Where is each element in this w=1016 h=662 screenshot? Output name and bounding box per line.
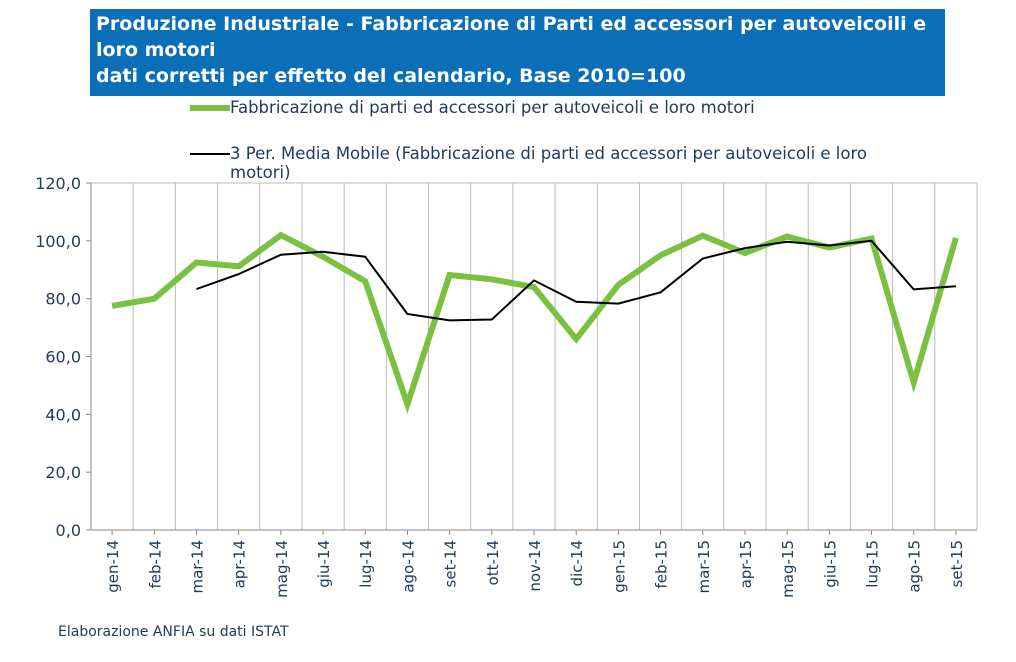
chart-title-line-3: dati corretti per effetto del calendario… bbox=[96, 65, 686, 87]
y-tick-label: 120,0 bbox=[35, 174, 81, 193]
y-tick-label: 80,0 bbox=[45, 290, 81, 309]
chart-title: Produzione Industriale - Fabbricazione d… bbox=[90, 9, 945, 96]
x-tick-label: set-15 bbox=[948, 540, 966, 587]
y-tick-label: 40,0 bbox=[45, 405, 81, 424]
legend-item-production: Fabbricazione di parti ed accessori per … bbox=[190, 98, 930, 117]
y-tick-label: 20,0 bbox=[45, 463, 81, 482]
x-tick-label: lug-14 bbox=[357, 540, 375, 588]
legend-label-moving-average: 3 Per. Media Mobile (Fabbricazione di pa… bbox=[230, 144, 868, 182]
x-tick-label: mar-15 bbox=[695, 540, 713, 594]
legend-label-production: Fabbricazione di parti ed accessori per … bbox=[230, 98, 755, 117]
x-tick-label: set-14 bbox=[442, 540, 460, 587]
x-tick-label: feb-15 bbox=[653, 540, 671, 589]
x-tick-label: apr-14 bbox=[231, 540, 249, 588]
x-tick-label: giu-14 bbox=[315, 540, 333, 588]
x-tick-label: giu-15 bbox=[821, 540, 839, 588]
legend-item-moving-average: 3 Per. Media Mobile (Fabbricazione di pa… bbox=[190, 144, 930, 182]
chart-grid bbox=[90, 182, 978, 530]
x-tick-label: ott-14 bbox=[484, 540, 502, 585]
source-note: Elaborazione ANFIA su dati ISTAT bbox=[58, 624, 289, 640]
y-tick-label: 100,0 bbox=[35, 232, 81, 251]
x-tick-label: feb-14 bbox=[146, 540, 164, 589]
chart-title-line-1: Produzione Industriale - Fabbricazione d… bbox=[96, 13, 927, 35]
legend-swatch-production bbox=[190, 105, 230, 111]
x-tick-label: ago-14 bbox=[399, 540, 417, 593]
x-tick-label: dic-14 bbox=[568, 540, 586, 586]
x-tick-label: gen-14 bbox=[104, 540, 122, 593]
x-tick-label: nov-14 bbox=[526, 540, 544, 592]
series-line-production bbox=[111, 231, 959, 414]
chart-axes: 0,0 20,0 40,0 60,0 80,0 100,0 120,0 gen-14 feb-1… bbox=[35, 174, 977, 598]
x-tick-label: mag-15 bbox=[779, 540, 797, 598]
y-tick-label: 0,0 bbox=[56, 521, 81, 540]
chart-title-line-2: loro motori bbox=[96, 39, 216, 61]
x-tick-label: mag-14 bbox=[273, 540, 291, 598]
chart-series bbox=[111, 231, 959, 414]
legend-swatch-moving-average bbox=[190, 153, 230, 155]
y-tick-label: 60,0 bbox=[45, 348, 81, 367]
x-tick-label: apr-15 bbox=[737, 540, 755, 588]
x-tick-label: ago-15 bbox=[906, 540, 924, 593]
x-tick-label: lug-15 bbox=[864, 540, 882, 588]
x-tick-label: gen-15 bbox=[610, 540, 628, 593]
series-line-moving-average bbox=[196, 239, 956, 322]
x-tick-label: mar-14 bbox=[188, 540, 206, 594]
